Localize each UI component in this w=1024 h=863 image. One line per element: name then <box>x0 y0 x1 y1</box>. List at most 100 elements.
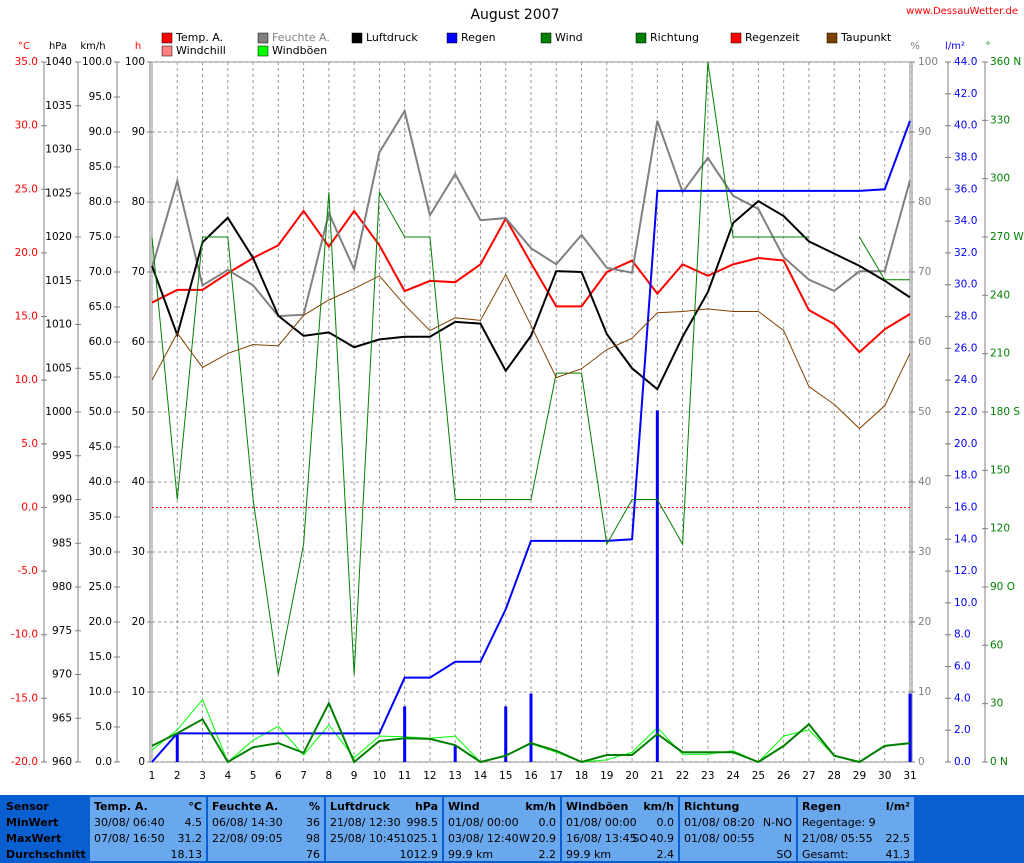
cell-text: W <box>519 832 530 845</box>
y-tick-label: 270 W <box>990 231 1024 243</box>
y-tick-label: 45.0 <box>89 441 112 453</box>
y-tick-label: 90 O <box>990 581 1015 593</box>
cell-text: 16/08/ 13:45 <box>566 832 637 845</box>
y-tick-label: 60 <box>918 336 931 348</box>
x-tick-label: 25 <box>752 770 765 782</box>
y-tick-label: 30.0 <box>89 546 112 558</box>
legend-swatch <box>257 32 269 44</box>
y-tick-label: 20.0 <box>15 247 38 259</box>
legend-swatch <box>826 32 838 44</box>
y-tick-label: 970 <box>52 669 72 681</box>
stats-column: Luftdruck hPa 21/08/ 12:30 998.5 25/08/ 10:4… <box>326 797 442 861</box>
x-tick-label: 4 <box>224 770 231 782</box>
x-tick-label: 17 <box>550 770 563 782</box>
axis-title: l/m² <box>945 41 965 52</box>
y-tick-label: 15.0 <box>89 651 112 663</box>
y-tick-label: 240 <box>990 289 1010 301</box>
y-tick-label: 95.0 <box>89 91 112 103</box>
y-tick-label: 210 <box>990 348 1010 360</box>
y-tick-label: 1010 <box>45 319 72 331</box>
cell-text: 01/08/ 00:00 <box>566 816 637 829</box>
stats-column: Wind km/h 01/08/ 00:00 0.0 03/08/ 12:40 W 20.9… <box>444 797 560 861</box>
cell-text: 01/08/ 08:20 <box>684 816 755 829</box>
column-unit: % <box>308 800 320 813</box>
y-tick-label: -15.0 <box>11 692 38 704</box>
legend-label: Taupunkt <box>840 31 892 44</box>
y-tick-label: 0.0 <box>21 501 38 513</box>
legend-swatch <box>257 45 269 57</box>
y-tick-label: 20.0 <box>89 616 112 628</box>
series-line <box>151 120 911 763</box>
column-unit: km/h <box>525 800 556 813</box>
row-label: Durchschnitt <box>6 848 86 861</box>
y-tick-label: 4.0 <box>954 692 971 704</box>
x-tick-label: 10 <box>373 770 386 782</box>
y-tick-label: 20.0 <box>954 438 977 450</box>
cell-text: 99.9 km <box>566 848 612 861</box>
y-tick-label: 995 <box>52 450 72 462</box>
cell-value: N <box>783 832 792 845</box>
legend-label: Windchill <box>176 44 226 57</box>
y-tick-label: 0 <box>918 756 925 768</box>
y-tick-label: 60.0 <box>89 336 112 348</box>
x-tick-label: 8 <box>326 770 333 782</box>
cell-value: 2.2 <box>538 848 557 861</box>
x-tick-label: 19 <box>600 770 613 782</box>
y-tick-label: 70 <box>132 266 145 278</box>
cell-text: 01/08/ 00:00 <box>448 816 519 829</box>
y-tick-label: 20 <box>918 616 931 628</box>
stats-column: Temp. A. °C 30/08/ 06:40 4.5 07/08/ 16:50 31.… <box>90 797 206 861</box>
y-tick-label: 50.0 <box>89 406 112 418</box>
legend-label: Luftdruck <box>366 31 418 44</box>
x-tick-label: 13 <box>449 770 462 782</box>
cell-value: 20.9 <box>531 832 557 845</box>
y-tick-label: 10 <box>132 686 145 698</box>
cell-text: 25/08/ 10:45 <box>330 832 401 845</box>
y-tick-label: 34.0 <box>954 215 977 227</box>
cell-value: 76 <box>306 848 320 861</box>
y-tick-label: 10 <box>918 686 931 698</box>
cell-value: 0.0 <box>656 816 675 829</box>
legend-swatch <box>351 32 363 44</box>
series-line <box>151 700 911 764</box>
column-unit: l/m² <box>885 800 910 813</box>
y-tick-label: 90.0 <box>89 126 112 138</box>
cell-text: 06/08/ 14:30 <box>212 816 283 829</box>
column-header: Windböen <box>566 800 629 813</box>
y-tick-label: 65.0 <box>89 301 112 313</box>
column-header: Temp. A. <box>94 800 148 813</box>
y-tick-label: 14.0 <box>954 533 977 545</box>
rain-bar <box>655 410 659 762</box>
cell-text: 21/08/ 12:30 <box>330 816 401 829</box>
cell-text: SO <box>632 832 648 845</box>
column-header: Regen <box>802 800 842 813</box>
y-tick-label: 1040 <box>45 56 72 68</box>
y-tick-label: 5.0 <box>21 438 38 450</box>
y-tick-label: 10.0 <box>954 597 977 609</box>
x-tick-label: 31 <box>903 770 916 782</box>
y-tick-label: 80.0 <box>89 196 112 208</box>
y-tick-label: 330 <box>990 114 1010 126</box>
y-tick-label: 40 <box>918 476 931 488</box>
y-tick-label: 28.0 <box>954 311 977 323</box>
y-tick-label: 25.0 <box>89 581 112 593</box>
site-link[interactable]: www.DessauWetter.de <box>906 6 1018 17</box>
axis-title: ° <box>986 41 991 52</box>
column-unit: hPa <box>414 800 438 813</box>
column-header: Richtung <box>684 800 740 813</box>
y-tick-label: 42.0 <box>954 88 977 100</box>
y-tick-label: 1025 <box>45 187 72 199</box>
cell-value: 4.5 <box>184 816 203 829</box>
y-tick-label: 90 <box>132 126 145 138</box>
y-tick-label: 35.0 <box>15 56 38 68</box>
x-tick-label: 28 <box>828 770 841 782</box>
legend-swatch <box>446 32 458 44</box>
y-tick-label: 100 <box>125 56 145 68</box>
x-tick-label: 18 <box>575 770 588 782</box>
cell-text: Regentage: 9 <box>802 816 876 829</box>
x-tick-label: 3 <box>199 770 206 782</box>
legend-swatch <box>161 45 173 57</box>
y-tick-label: 100.0 <box>82 56 112 68</box>
x-tick-label: 11 <box>398 770 411 782</box>
cell-text: 99.9 km <box>448 848 494 861</box>
